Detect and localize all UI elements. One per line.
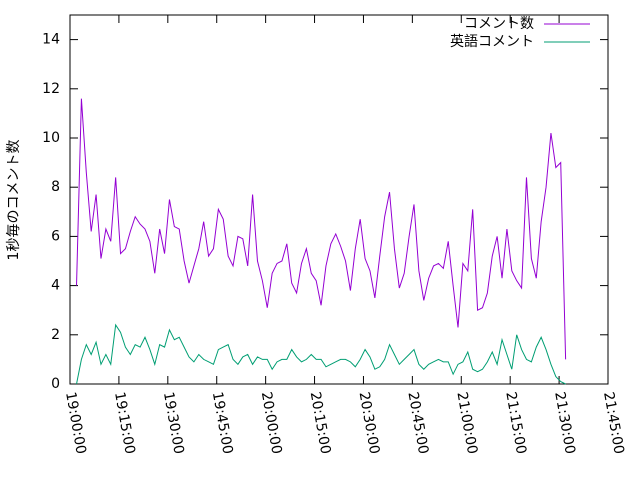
y-tick-label: 10 (42, 130, 60, 146)
legend-label: コメント数 (464, 16, 534, 32)
x-tick-label: 21:45:00 (600, 391, 627, 456)
x-tick-label: 19:45:00 (209, 391, 236, 456)
series-line (76, 323, 566, 385)
y-tick-label: 6 (51, 228, 60, 244)
y-tick-label: 14 (42, 32, 60, 48)
series-line (76, 98, 567, 360)
x-tick-label: 19:15:00 (111, 391, 138, 456)
x-tick-label: 21:30:00 (551, 391, 578, 456)
x-tick-label: 20:00:00 (258, 391, 285, 456)
y-tick-label: 2 (51, 327, 60, 343)
x-tick-label: 19:30:00 (160, 391, 187, 456)
y-tick-label: 8 (51, 179, 60, 195)
x-tick-label: 20:45:00 (404, 391, 431, 456)
legend-label: 英語コメント (450, 33, 534, 50)
y-axis-label: 1秒毎のコメント数 (6, 140, 22, 261)
x-tick-label: 21:15:00 (502, 391, 529, 456)
plot-border (69, 14, 609, 385)
y-tick-label: 0 (51, 376, 60, 392)
x-tick-label: 20:15:00 (307, 391, 334, 456)
y-tick-label: 12 (42, 81, 60, 97)
x-tick-label: 19:00:00 (62, 391, 89, 456)
y-tick-label: 4 (51, 278, 60, 294)
x-tick-label: 21:00:00 (453, 391, 480, 456)
x-tick-label: 20:30:00 (356, 391, 383, 456)
